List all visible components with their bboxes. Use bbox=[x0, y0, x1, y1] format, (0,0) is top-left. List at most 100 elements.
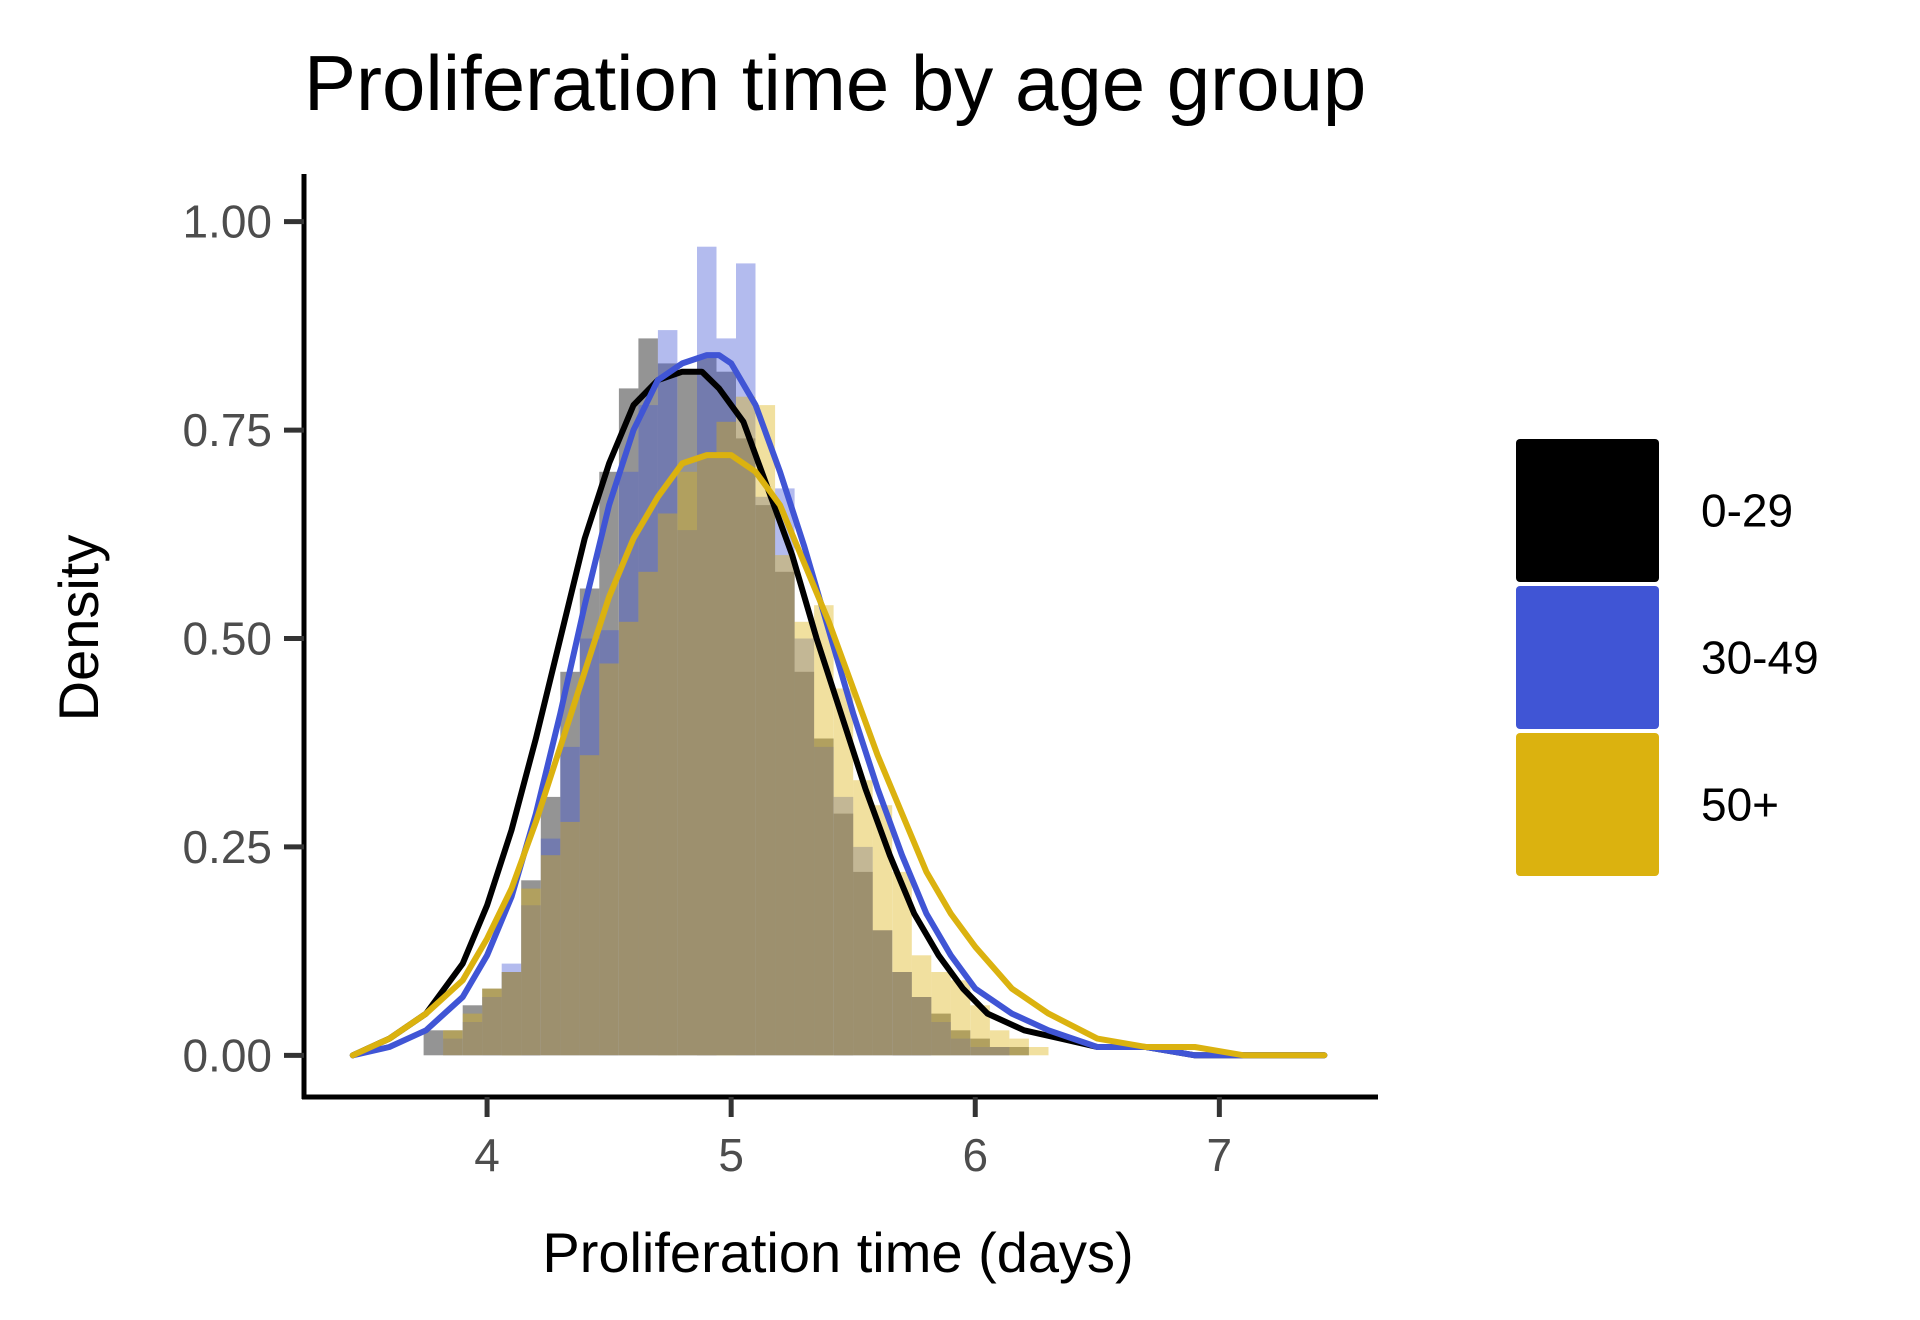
y-tick-label: 0.50 bbox=[182, 613, 272, 665]
histogram-bar bbox=[443, 1030, 463, 1056]
legend-key-50 bbox=[1516, 733, 1659, 876]
histogram-bar bbox=[872, 930, 893, 1056]
histogram-bar bbox=[579, 755, 600, 1056]
histogram-bar bbox=[989, 1047, 1010, 1056]
histogram-bar bbox=[579, 638, 600, 1056]
histogram-bar bbox=[482, 997, 502, 1056]
histogram-bar bbox=[775, 555, 795, 1056]
histogram-bar bbox=[560, 671, 580, 1056]
histogram-bar bbox=[911, 997, 932, 1056]
legend-label: 50+ bbox=[1701, 779, 1779, 831]
histogram-bar bbox=[931, 1013, 951, 1056]
histogram-bar bbox=[794, 638, 815, 1056]
histogram-bar bbox=[443, 1038, 463, 1056]
histogram-bar bbox=[814, 738, 834, 1056]
legend: 0-29 30-49 50+ bbox=[1516, 439, 1819, 876]
histogram-bar bbox=[833, 813, 854, 1056]
y-tick-label: 0.75 bbox=[182, 404, 272, 456]
histogram-bar bbox=[911, 955, 932, 1056]
plot-area: 0.00 0.25 0.50 0.75 1.00 4 5 6 7 bbox=[182, 174, 1378, 1181]
histogram-bar bbox=[1009, 1047, 1029, 1056]
histogram-bar bbox=[501, 972, 522, 1056]
histogram-bar bbox=[677, 530, 697, 1056]
histogram-bar bbox=[560, 746, 580, 1056]
histogram-bar bbox=[462, 1005, 483, 1056]
histogram-bar bbox=[423, 1030, 444, 1056]
histogram-bar bbox=[970, 1047, 990, 1056]
y-axis-title: Density bbox=[47, 535, 110, 722]
histogram-bar bbox=[521, 888, 541, 1056]
histogram-bar bbox=[892, 972, 912, 1056]
histogram-bar bbox=[872, 930, 893, 1056]
histogram-0-29 bbox=[423, 338, 1029, 1056]
histogram-bar bbox=[677, 371, 697, 1056]
histogram-bar bbox=[755, 496, 776, 1056]
histogram-bar bbox=[521, 880, 541, 1056]
histogram-bar bbox=[657, 330, 678, 1056]
histogram-bar bbox=[755, 505, 776, 1056]
histogram-bar bbox=[775, 571, 795, 1056]
histogram-bar bbox=[950, 1038, 971, 1056]
histogram-bar bbox=[892, 972, 912, 1056]
histogram-bar bbox=[618, 471, 639, 1056]
legend-label: 0-29 bbox=[1701, 485, 1793, 537]
histogram-bar bbox=[697, 355, 717, 1056]
legend-key-0-29 bbox=[1516, 439, 1659, 582]
legend-label: 30-49 bbox=[1701, 632, 1819, 684]
histogram-bar bbox=[618, 621, 639, 1056]
histogram-bar bbox=[462, 1022, 483, 1056]
density-curve-50 bbox=[349, 452, 1328, 1059]
histogram-bar bbox=[931, 972, 951, 1056]
histogram-bar bbox=[501, 963, 522, 1056]
histogram-bar bbox=[970, 1005, 990, 1056]
y-tick-label: 0.25 bbox=[182, 821, 272, 873]
histogram-bar bbox=[501, 972, 522, 1056]
x-tick-label: 6 bbox=[962, 1129, 988, 1181]
histogram-bar bbox=[1009, 1038, 1029, 1056]
histogram-bar bbox=[657, 513, 678, 1056]
histogram-bar bbox=[482, 988, 502, 1056]
histogram-bar bbox=[853, 780, 873, 1056]
histogram-bar bbox=[1029, 1047, 1049, 1056]
histogram-bar bbox=[443, 1030, 463, 1056]
histogram-bar bbox=[697, 246, 717, 1056]
chart-title: Proliferation time by age group bbox=[304, 39, 1366, 127]
histogram-bar bbox=[970, 1038, 990, 1056]
histogram-bar bbox=[892, 871, 912, 1056]
histogram-bar bbox=[579, 588, 600, 1056]
histogram-bar bbox=[697, 455, 717, 1056]
histogram-bar bbox=[989, 1047, 1010, 1056]
histogram-bar bbox=[989, 1030, 1010, 1056]
x-tick-label: 5 bbox=[718, 1129, 744, 1181]
y-tick-label: 1.00 bbox=[182, 196, 272, 248]
histogram-bar bbox=[931, 1022, 951, 1056]
histogram-bar bbox=[794, 621, 815, 1056]
histogram-bar bbox=[755, 405, 776, 1056]
histogram-bar bbox=[833, 796, 854, 1056]
x-axis-title: Proliferation time (days) bbox=[542, 1221, 1133, 1284]
histogram-bar bbox=[462, 1013, 483, 1056]
histogram-bar bbox=[677, 471, 697, 1056]
histogram-50 bbox=[443, 396, 1049, 1056]
histogram-bar bbox=[482, 988, 502, 1056]
histogram-bar bbox=[853, 871, 873, 1056]
histogram-bar bbox=[540, 855, 561, 1056]
histogram-bar bbox=[872, 805, 893, 1056]
histogram-bar bbox=[911, 997, 932, 1056]
histogram-bar bbox=[853, 846, 873, 1056]
histogram-bar bbox=[794, 671, 815, 1056]
x-tick-label: 4 bbox=[474, 1129, 500, 1181]
histogram-bar bbox=[599, 663, 619, 1056]
histogram-bar bbox=[716, 371, 736, 1056]
histogram-bar bbox=[521, 905, 541, 1056]
histogram-bar bbox=[657, 363, 678, 1056]
histogram-bar bbox=[716, 421, 736, 1056]
legend-key-30-49 bbox=[1516, 586, 1659, 729]
histogram-bar bbox=[736, 396, 756, 1056]
x-tick-label: 7 bbox=[1207, 1129, 1233, 1181]
histogram-bar bbox=[833, 688, 854, 1056]
histogram-bar bbox=[950, 1030, 971, 1056]
histogram-bar bbox=[814, 605, 834, 1056]
histogram-bar bbox=[814, 746, 834, 1056]
